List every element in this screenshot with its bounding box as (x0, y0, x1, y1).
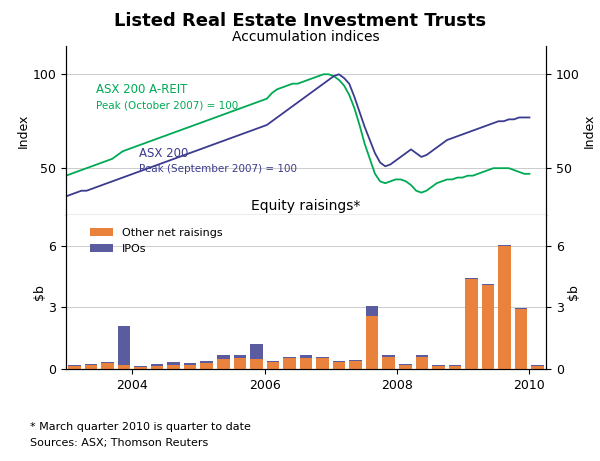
Bar (217, 359, 230, 369)
Bar (200, 363, 213, 369)
Title: Equity raisings*: Equity raisings* (251, 199, 361, 213)
Bar (283, 358, 296, 369)
Bar (233, 355, 246, 358)
Bar (416, 355, 428, 356)
Bar (134, 367, 147, 369)
Bar (432, 366, 445, 369)
Bar (316, 356, 329, 358)
Bar (416, 356, 428, 369)
Bar (482, 285, 494, 369)
Y-axis label: $b: $b (32, 284, 46, 300)
Bar (217, 355, 230, 359)
Bar (532, 365, 544, 366)
Bar (499, 245, 511, 246)
Bar (465, 278, 478, 369)
Text: ASX 200: ASX 200 (139, 147, 188, 160)
Title: Accumulation indices: Accumulation indices (232, 30, 380, 43)
Bar (482, 284, 494, 285)
Bar (316, 358, 329, 369)
Bar (349, 361, 362, 369)
Bar (382, 356, 395, 369)
Bar (101, 361, 113, 363)
Text: Peak (October 2007) = 100: Peak (October 2007) = 100 (96, 100, 238, 110)
Bar (68, 366, 80, 369)
Bar (382, 355, 395, 356)
Bar (366, 315, 379, 369)
Text: Listed Real Estate Investment Trusts: Listed Real Estate Investment Trusts (114, 12, 486, 30)
Text: * March quarter 2010 is quarter to date: * March quarter 2010 is quarter to date (30, 422, 251, 432)
Y-axis label: $b: $b (566, 284, 580, 300)
Bar (515, 308, 527, 309)
Bar (233, 358, 246, 369)
Bar (167, 365, 180, 369)
Bar (333, 361, 346, 369)
Bar (349, 360, 362, 361)
Bar (68, 365, 80, 366)
Bar (118, 326, 130, 365)
Text: Sources: ASX; Thomson Reuters: Sources: ASX; Thomson Reuters (30, 438, 208, 448)
Y-axis label: Index: Index (17, 113, 29, 148)
Legend: Other net raisings, IPOs: Other net raisings, IPOs (86, 224, 227, 258)
Bar (532, 366, 544, 369)
Bar (432, 365, 445, 366)
Bar (200, 361, 213, 363)
Bar (250, 344, 263, 359)
Bar (250, 359, 263, 369)
Y-axis label: Index: Index (583, 113, 595, 148)
Bar (366, 306, 379, 315)
Bar (118, 365, 130, 369)
Bar (151, 366, 163, 369)
Bar (515, 309, 527, 369)
Bar (449, 366, 461, 369)
Text: ASX 200 A-REIT: ASX 200 A-REIT (96, 83, 187, 96)
Bar (85, 365, 97, 369)
Bar (134, 366, 147, 367)
Bar (85, 364, 97, 365)
Bar (184, 365, 196, 369)
Bar (283, 356, 296, 358)
Text: Peak (September 2007) = 100: Peak (September 2007) = 100 (139, 164, 297, 174)
Bar (151, 364, 163, 366)
Bar (167, 361, 180, 365)
Bar (449, 365, 461, 366)
Bar (300, 358, 312, 369)
Bar (399, 364, 412, 365)
Bar (184, 363, 196, 365)
Bar (101, 363, 113, 369)
Bar (499, 246, 511, 369)
Bar (399, 365, 412, 369)
Bar (266, 361, 279, 369)
Bar (300, 355, 312, 358)
